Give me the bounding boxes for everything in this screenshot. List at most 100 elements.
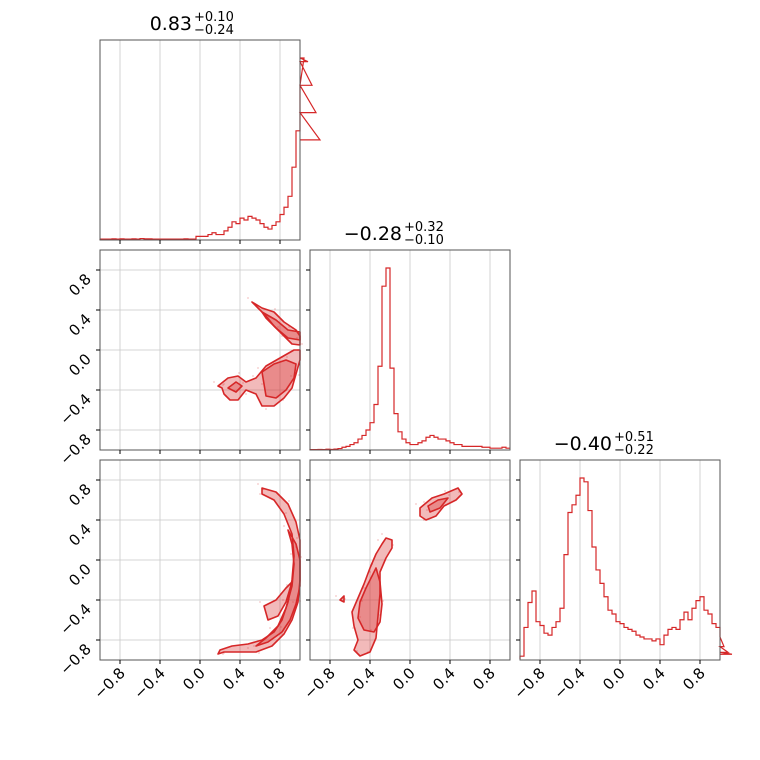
sample-point [297, 349, 299, 351]
param-title-1: −0.28 +0.32−0.10 [344, 220, 444, 248]
sample-point [344, 598, 346, 600]
sample-point [359, 616, 361, 618]
sample-point [280, 626, 282, 628]
contour-region [217, 487, 301, 655]
contour-region [217, 349, 301, 407]
sample-point [288, 326, 290, 328]
sample-point [269, 618, 271, 620]
sample-point [286, 356, 288, 358]
contour-region [261, 359, 297, 399]
sample-point [257, 307, 259, 309]
contour-region [227, 381, 243, 393]
sample-point [277, 396, 279, 398]
x-tick-label: 0.8 [469, 664, 499, 694]
sample-point [223, 652, 225, 654]
sample-point [352, 627, 354, 629]
sample-point [277, 326, 279, 328]
sample-point [285, 512, 287, 514]
x-tick-label: −0.4 [340, 664, 378, 702]
title-plus-error: +0.10 [194, 10, 234, 25]
y-tick-label: 0.8 [65, 480, 95, 510]
panel-1-1 [306, 249, 511, 454]
sample-point [370, 629, 372, 631]
sample-point [281, 335, 283, 337]
title-minus-error: −0.10 [404, 233, 444, 248]
sample-point [444, 490, 446, 492]
sample-point [213, 381, 215, 383]
y-tick-label: 0.0 [65, 350, 95, 380]
histogram-0 [99, 57, 322, 240]
sample-point [286, 584, 288, 586]
y-tick-label: 0.4 [65, 520, 95, 550]
sample-point [458, 491, 460, 493]
sample-point [381, 533, 383, 535]
x-tick-label: 0.4 [639, 664, 669, 694]
title-minus-error: −0.24 [194, 23, 234, 38]
sample-point [258, 652, 260, 654]
sample-point [282, 399, 284, 401]
sample-point [247, 647, 249, 649]
sample-point [423, 501, 425, 503]
sample-point [222, 653, 224, 655]
sample-point [281, 633, 283, 635]
sample-point [392, 544, 394, 546]
sample-point [361, 600, 363, 602]
y-tick-label: −0.8 [56, 640, 94, 678]
y-tick-label: 0.4 [65, 310, 95, 340]
panel-1-0 [96, 249, 303, 454]
sample-point [259, 493, 261, 495]
title-median: −0.40 [554, 433, 612, 455]
x-tick-label: −0.8 [90, 664, 128, 702]
x-tick-label: 0.0 [179, 664, 209, 694]
contour-region [263, 581, 293, 621]
sample-point [282, 599, 284, 601]
sample-point [274, 308, 276, 310]
sample-point [257, 483, 259, 485]
sample-point [296, 537, 298, 539]
x-tick-label: 0.8 [259, 664, 289, 694]
panel-2-0 [96, 459, 302, 664]
contour-region [339, 595, 345, 603]
sample-point [335, 595, 337, 597]
sample-point [367, 651, 369, 653]
y-tick-label: 0.0 [65, 560, 95, 590]
x-tick-label: −0.8 [510, 664, 548, 702]
sample-point [222, 384, 224, 386]
sample-point [288, 598, 290, 600]
contour-region [427, 497, 449, 513]
contour-region [357, 567, 383, 633]
panel-2-2 [516, 459, 733, 664]
sample-point [283, 630, 285, 632]
sample-point [415, 503, 417, 505]
title-median: 0.83 [150, 13, 192, 35]
contour-region [261, 311, 301, 341]
sample-point [269, 627, 271, 629]
sample-point [356, 650, 358, 652]
y-tick-label: −0.4 [56, 600, 94, 638]
sample-point [259, 601, 261, 603]
title-plus-error: +0.51 [614, 430, 654, 445]
sample-point [296, 337, 298, 339]
param-title-2: −0.40 +0.51−0.22 [554, 430, 654, 458]
sample-point [379, 614, 381, 616]
sample-point [268, 316, 270, 318]
sample-point [376, 569, 378, 571]
x-tick-label: −0.4 [550, 664, 588, 702]
histogram-2 [519, 477, 733, 659]
sample-point [288, 500, 290, 502]
sample-point [369, 571, 371, 573]
sample-point [382, 600, 384, 602]
sample-point [363, 587, 365, 589]
sample-point [423, 519, 425, 521]
sample-point [252, 375, 254, 377]
panel-0-0 [99, 39, 322, 244]
sample-point [292, 601, 294, 603]
x-tick-label: 0.0 [599, 664, 629, 694]
x-tick-label: 0.8 [679, 664, 709, 694]
sample-point [247, 297, 249, 299]
sample-point [445, 504, 447, 506]
sample-point [265, 408, 267, 410]
y-tick-label: 0.8 [65, 270, 95, 300]
x-tick-label: 0.4 [429, 664, 459, 694]
